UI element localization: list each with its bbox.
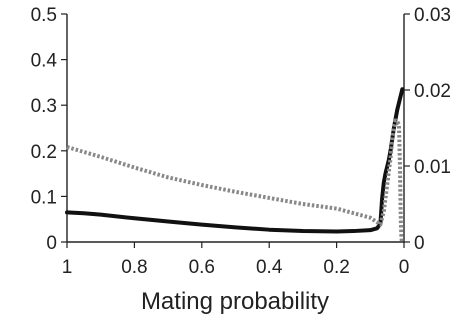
x-tick-label: 1: [62, 257, 73, 278]
x-tick-label: 0.6: [189, 257, 215, 278]
y2-tick-label: 0.02: [414, 81, 451, 102]
y-tick-label: 0.1: [31, 187, 57, 208]
axis-frame: [66, 14, 405, 243]
y-tick-label: 0: [46, 233, 57, 254]
series-layer: [65, 87, 405, 243]
ticks-layer: [61, 13, 410, 248]
x-tick-label: 0.2: [323, 257, 349, 278]
y-tick-label: 0.2: [31, 142, 57, 163]
series-line-dotted: [66, 118, 404, 243]
y2-tick-label: 0.01: [414, 157, 451, 178]
y-tick-label: 0.3: [31, 96, 57, 117]
x-tick-label: 0.4: [256, 257, 283, 278]
x-tick-label: 0.8: [121, 257, 147, 278]
plot-area: [66, 14, 405, 243]
y2-tick-label: 0.03: [414, 5, 451, 26]
y2-tick-label: 0: [414, 233, 425, 254]
y-tick-label: 0.4: [31, 51, 58, 72]
labels-layer: 1 0.8 0.6 0.4 0.2 000.10.20.30.40.500.010.020…: [31, 5, 451, 278]
x-tick-label: 0: [399, 257, 410, 278]
x-axis-title: Mating probability: [141, 288, 329, 315]
y-tick-label: 0.5: [31, 5, 57, 26]
